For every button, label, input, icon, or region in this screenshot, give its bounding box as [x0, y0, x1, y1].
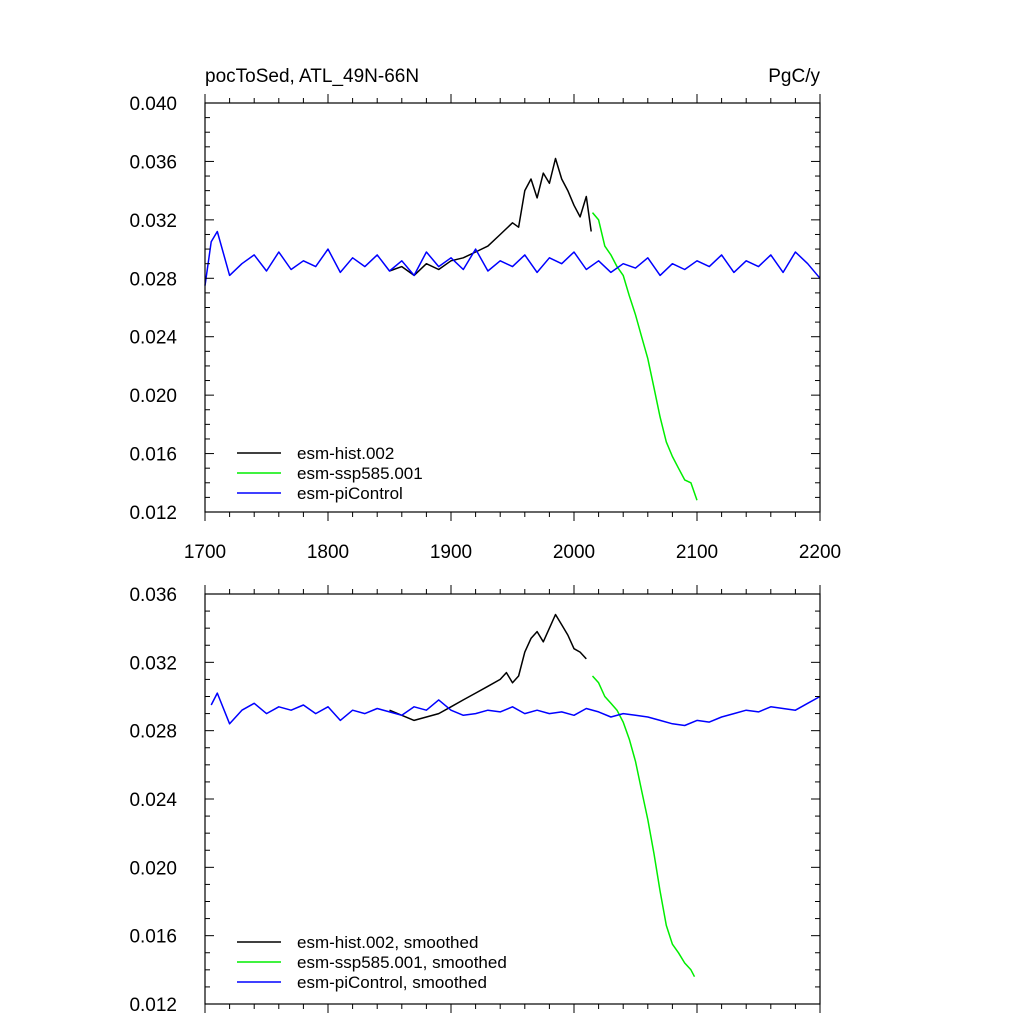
series-line-0: [389, 157, 592, 277]
bottom-panel: 0.012 0.016 0.020 0.024 0.028 0.032 0.036 esm-h…: [129, 585, 821, 1016]
series-line-2: [210, 692, 821, 727]
y-tick-label: 0.040: [129, 94, 177, 115]
legend-label-2: esm-piControl, smoothed: [297, 973, 487, 992]
series-line-0: [389, 613, 587, 722]
y-tick-label: 0.020: [129, 858, 177, 879]
y-tick-label: 0.016: [129, 927, 177, 948]
legend-label-1: esm-ssp585.001: [297, 464, 423, 483]
y-tick-label: 0.016: [129, 445, 177, 466]
y-tick-label: 0.032: [129, 653, 177, 674]
x-tick-label: 1700: [184, 542, 226, 563]
series-line-1: [591, 212, 698, 501]
legend-label-0: esm-hist.002: [297, 444, 394, 463]
y-tick-label: 0.012: [129, 995, 177, 1016]
x-tick-label: 2200: [799, 542, 841, 563]
chart-units: PgC/y: [768, 66, 820, 87]
y-tick-label: 0.024: [129, 328, 177, 349]
y-tick-label: 0.036: [129, 152, 177, 173]
x-tick-label: 2100: [676, 542, 718, 563]
y-tick-label: 0.036: [129, 585, 177, 606]
top-panel: 0.012 0.016 0.020 0.024 0.028 0.032 0.036 0.040…: [129, 66, 841, 563]
y-tick-label: 0.028: [129, 722, 177, 743]
y-tick-label: 0.032: [129, 211, 177, 232]
x-tick-label: 1900: [430, 542, 472, 563]
legend-label-2: esm-piControl: [297, 484, 403, 503]
y-tick-label: 0.024: [129, 790, 177, 811]
y-tick-label: 0.028: [129, 269, 177, 290]
chart-title: pocToSed, ATL_49N-66N: [205, 66, 419, 87]
series-line-2: [204, 230, 821, 286]
x-tick-label: 2000: [553, 542, 595, 563]
y-tick-label: 0.012: [129, 503, 177, 524]
y-tick-label: 0.020: [129, 386, 177, 407]
x-tick-label: 1800: [307, 542, 349, 563]
series-line-1: [591, 675, 696, 978]
legend-label-0: esm-hist.002, smoothed: [297, 933, 478, 952]
legend-label-1: esm-ssp585.001, smoothed: [297, 953, 507, 972]
